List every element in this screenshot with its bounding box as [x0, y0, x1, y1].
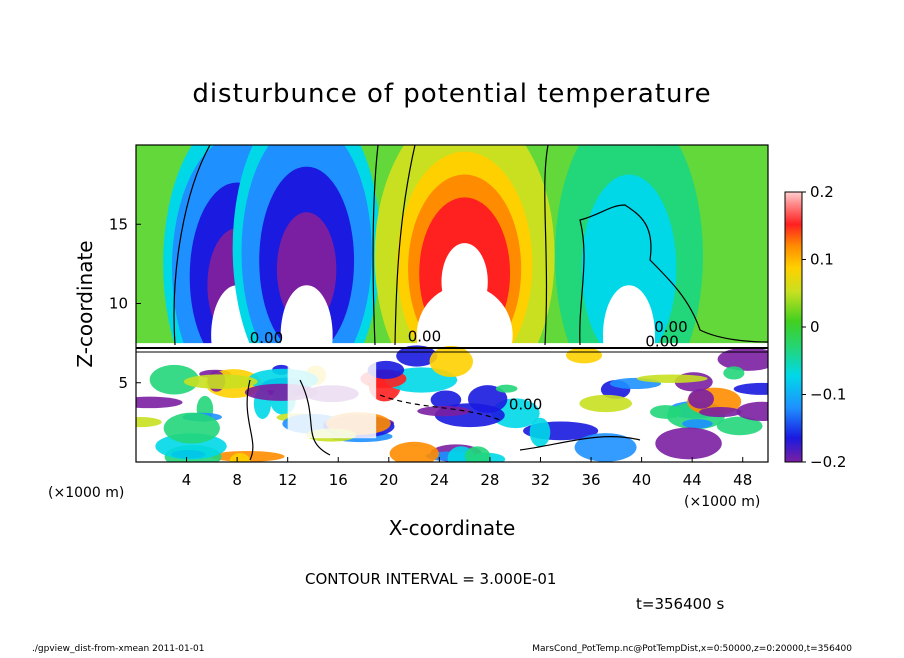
contour-labels: 0.00 0.000.000.000.00	[250, 318, 688, 414]
turbulent-patch	[396, 345, 438, 367]
turbulent-patch	[699, 407, 742, 418]
lower-layer-calm	[287, 351, 377, 439]
turbulent-patch	[467, 385, 508, 413]
turbulent-patch	[367, 360, 405, 379]
footer-right: MarsCond_PotTemp.nc@PotTempDist,x=0:5000…	[532, 644, 852, 654]
colorbar-tick-label: 0	[810, 318, 820, 336]
contour-lines	[136, 145, 768, 461]
y-tick-label: 10	[109, 295, 128, 313]
turbulent-patch	[163, 412, 220, 444]
time-stamp: t=356400 s	[636, 595, 724, 613]
contour-label: 0.00	[654, 318, 687, 336]
turbulent-patch	[717, 347, 768, 371]
x-tick-label: 20	[379, 471, 398, 489]
x-tick-label: 44	[683, 471, 702, 489]
footer-left: ./gpview_dist-from-xmean 2011-01-01	[32, 644, 204, 654]
x-tick-label: 48	[733, 471, 752, 489]
turbulent-patch	[389, 441, 439, 462]
x-tick-label: 28	[480, 471, 499, 489]
turbulent-patch	[183, 374, 258, 389]
x-tick-label: 8	[232, 471, 242, 489]
colorbar-tick-label: 0.1	[810, 251, 834, 269]
chart-title: disturbunce of potential temperature	[192, 79, 711, 109]
turbulent-patch	[579, 394, 632, 413]
contour-interval: CONTOUR INTERVAL = 3.000E-01	[305, 570, 556, 588]
colorbar-tick-label: −0.2	[810, 453, 846, 471]
turbulent-patch	[682, 419, 713, 429]
x-unit-right: (×1000 m)	[684, 494, 760, 510]
turbulent-patch	[566, 347, 603, 364]
turbulent-patch	[136, 396, 183, 409]
turbulent-patch	[429, 345, 474, 378]
x-axis: 4 8 12 16 20 24 28 32 36 40 44 48	[182, 457, 752, 489]
x-tick-label: 32	[531, 471, 550, 489]
x-tick-label: 4	[182, 471, 192, 489]
turbulent-patch	[149, 364, 199, 395]
y-axis: 5 10 15	[109, 215, 141, 392]
x-axis-label: X-coordinate	[389, 516, 516, 540]
contour-label: 0.00	[509, 396, 542, 414]
plot-area: 0.00 0.000.000.000.00	[136, 145, 768, 462]
colorbar-ticks: 0.2 0.1 0 −0.1 −0.2	[802, 183, 846, 471]
x-tick-label: 36	[581, 471, 600, 489]
x-tick-label: 16	[329, 471, 348, 489]
turbulent-patch	[733, 382, 768, 395]
turbulent-patch	[529, 417, 551, 447]
y-tick-label: 15	[109, 215, 128, 233]
turbulent-patch	[464, 446, 491, 462]
turbulent-patch	[736, 401, 768, 422]
colorbar-tick-label: −0.1	[810, 386, 846, 404]
turbulent-patch	[716, 416, 763, 436]
colorbar-tick-label: 0.2	[810, 183, 834, 201]
turbulent-patch	[136, 417, 162, 428]
contour-label: 0.00	[408, 328, 441, 346]
turbulent-patch	[229, 453, 251, 462]
turbulent-patch	[495, 384, 518, 393]
lower-layer-field	[136, 343, 768, 462]
contour-label: 0.00	[250, 329, 283, 347]
x-tick-label: 24	[430, 471, 449, 489]
turbulent-patch	[636, 374, 708, 383]
colorbar	[784, 191, 803, 463]
y-tick-label: 5	[118, 374, 128, 392]
field-features	[163, 145, 703, 414]
x-tick-label: 40	[632, 471, 651, 489]
turbulent-patch	[723, 366, 745, 380]
x-unit-left: (×1000 m)	[48, 485, 124, 501]
contour-label: 0.00	[645, 332, 678, 350]
turbulent-patch	[430, 390, 462, 410]
turbulent-patch	[655, 427, 722, 460]
x-tick-label: 12	[278, 471, 297, 489]
turbulent-patch	[574, 433, 637, 462]
y-axis-label: Z-coordinate	[73, 240, 97, 367]
turbulent-patch	[417, 405, 471, 417]
turbulent-patch	[688, 389, 714, 409]
